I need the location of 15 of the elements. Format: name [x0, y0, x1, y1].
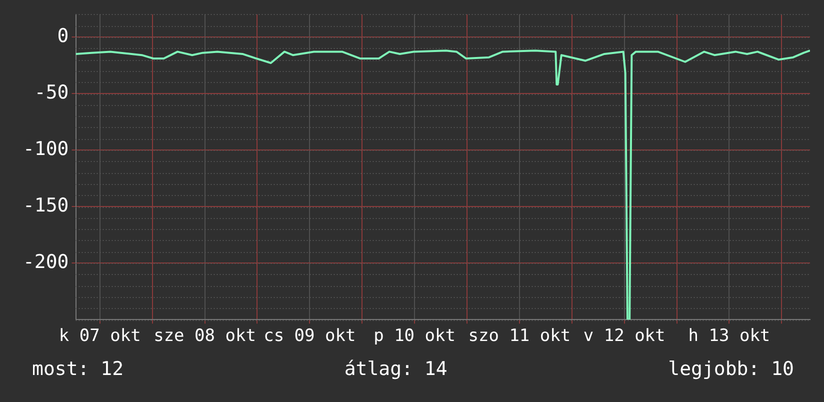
y-tick-label: 0 — [57, 24, 69, 47]
y-tick-label: -150 — [22, 194, 69, 216]
x-tick-label: k 07 okt — [58, 326, 141, 346]
x-tick-label: szo 11 okt — [468, 326, 571, 346]
text: átlag: 14 — [344, 358, 448, 380]
x-tick-label: p 10 okt — [374, 326, 456, 346]
text: most: 12 — [32, 358, 124, 380]
y-tick-label: -200 — [22, 251, 69, 274]
x-tick-label: cs 09 okt — [264, 326, 356, 346]
y-tick-label: -50 — [34, 81, 69, 104]
x-tick-label: v 12 okt — [583, 326, 666, 346]
y-tick-label: -100 — [22, 138, 69, 160]
x-tick-label: h 13 okt — [688, 326, 770, 346]
text: legjobb: 10 — [668, 358, 794, 380]
x-tick-label: sze 08 okt — [154, 326, 256, 346]
